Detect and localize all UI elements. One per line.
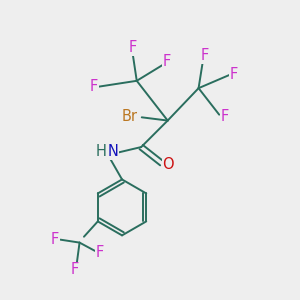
Text: F: F [163,54,171,69]
Text: N: N [107,144,118,159]
Text: F: F [221,109,229,124]
Text: H: H [95,144,106,159]
Text: F: F [51,232,59,247]
Text: Br: Br [122,109,137,124]
Text: F: F [128,40,136,55]
Text: F: F [71,262,79,278]
Text: F: F [90,79,98,94]
Text: F: F [230,68,238,82]
Text: O: O [162,157,174,172]
Text: F: F [200,48,208,63]
Text: F: F [96,245,104,260]
